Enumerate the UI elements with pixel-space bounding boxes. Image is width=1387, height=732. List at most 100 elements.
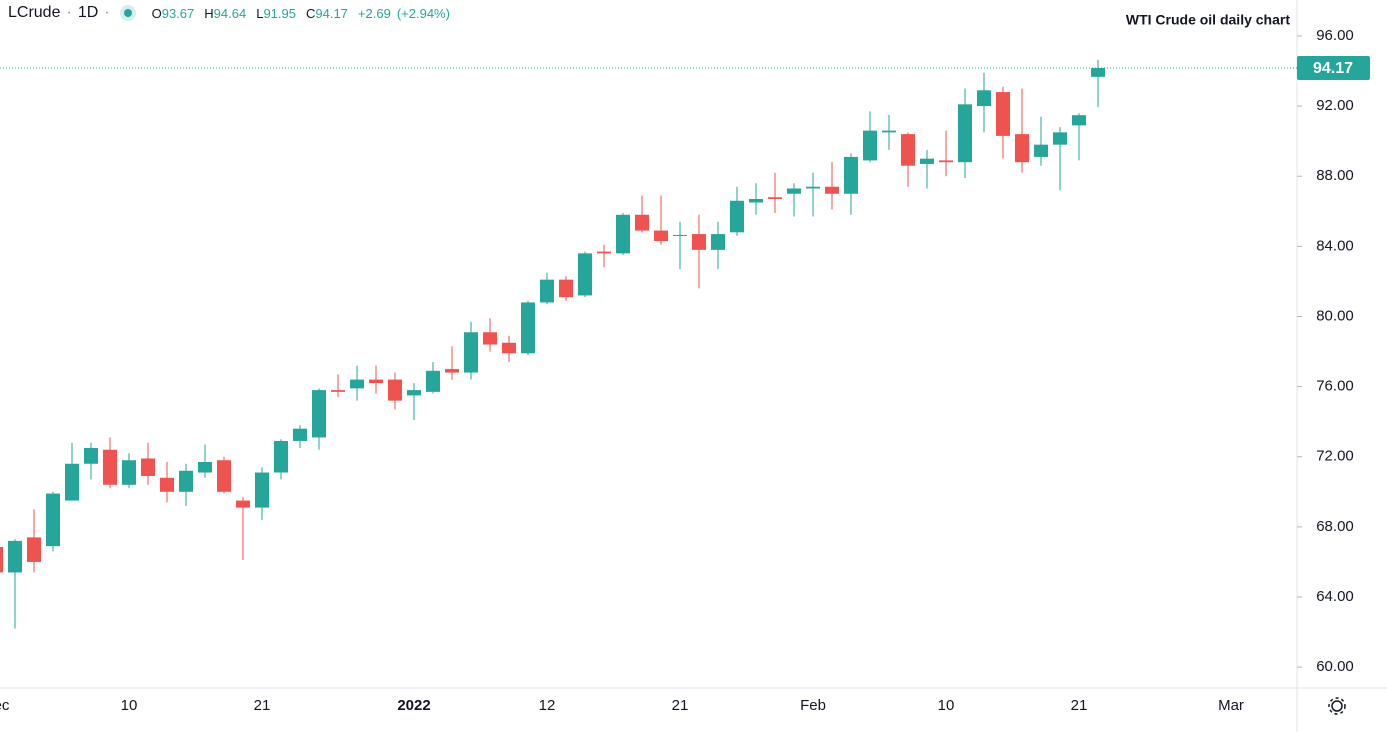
x-tick-label: Mar [1218,697,1244,714]
y-tick-label: 72.00 [1316,448,1354,465]
label: L [256,5,264,21]
candle-body [787,188,801,194]
candle-body [426,370,440,392]
candle-body [920,158,934,164]
candle-body [521,302,535,354]
low-value: L 91.95 [256,6,296,21]
high-value: H 94.64 [204,6,246,21]
candle-body [103,449,117,485]
candle-body [122,460,136,485]
candle-body [1072,115,1086,126]
candle-body [350,379,364,389]
candle-body [8,540,22,573]
candle-body [977,90,991,107]
change: +2.69 [357,5,391,21]
y-tick-label: 68.00 [1316,518,1354,535]
candle-body [616,214,630,254]
candle-body [635,214,649,231]
x-tick-label: 10 [121,697,138,714]
last-price-tag [1297,56,1370,81]
settings-icon[interactable] [1328,697,1346,715]
market-status[interactable] [123,9,132,17]
candle-body [597,251,611,254]
y-tick-label: 60.00 [1316,658,1354,675]
candle-body [844,156,858,194]
candle-body [768,197,782,200]
candle-body [160,477,174,492]
legend-header: LCrude · 1D · O 93.67 H 94.64 L 91.95 C 94.1… [8,2,450,24]
candle-body [730,200,744,233]
candle-body [1034,144,1048,157]
candle-body [958,104,972,163]
candle-body [445,369,459,373]
value: 93.67 [161,5,195,21]
candle-body [293,428,307,441]
candle-body [369,379,383,384]
candle-body [198,461,212,473]
candle-body [1091,68,1105,77]
x-tick-label: Feb [800,697,826,714]
candle-body [749,199,763,203]
candle-body [939,160,953,163]
candle-body [901,134,915,166]
y-tick-label: 80.00 [1316,307,1354,324]
y-tick-label: 96.00 [1316,27,1354,44]
value: 91.95 [263,5,296,21]
candle-body [483,332,497,345]
candle-body [882,130,896,133]
chart-title: WTI Crude oil daily chart [1126,12,1290,28]
candle-body [559,279,573,298]
candle-body [464,332,478,373]
candle-body [1015,134,1029,163]
x-tick-label: Dec [0,697,10,714]
candle-body [407,390,421,396]
x-tick-label: 2022 [397,697,430,714]
candle-body [711,234,725,250]
y-tick-label: 84.00 [1316,237,1354,254]
label: O [151,5,162,21]
separator: · [104,4,110,21]
x-tick-label: 21 [1071,697,1088,714]
candle-body [217,460,231,492]
x-tick-label: 10 [938,697,955,714]
candle-body [578,253,592,296]
candle-body [806,186,820,189]
last-price-label: 94.17 [1313,60,1353,77]
candle-body [331,390,345,392]
candle-body [0,547,3,573]
candle-body [1053,132,1067,145]
x-tick-label: 21 [254,697,271,714]
candle-body [65,463,79,501]
value: 94.64 [213,5,247,21]
candle-body [141,458,155,477]
candle-body [255,472,269,508]
plot-area [0,59,1105,629]
candle-body [312,390,326,438]
symbol: LCrude [8,4,61,21]
candle-body [540,279,554,303]
candle-body [996,92,1010,136]
candle-body [46,493,60,547]
label: C [305,5,316,21]
candle-body [274,440,288,473]
candle-body [654,230,668,242]
candle-body [27,537,41,562]
candle-body [502,342,516,354]
close-value: C 94.17 [306,6,348,21]
candle-body [673,234,687,236]
candle-body [236,500,250,508]
candle-body [863,130,877,161]
open-value: O 93.67 [152,6,195,21]
x-tick-label: 12 [539,697,556,714]
y-tick-label: 92.00 [1316,97,1354,114]
candle-body [179,470,193,492]
candle-body [692,234,706,250]
interval: 1D [77,4,99,21]
candle-body [388,379,402,401]
value: 94.17 [315,5,348,21]
candle-body [825,186,839,194]
label: H [204,5,214,21]
y-tick-label: 88.00 [1316,167,1354,184]
